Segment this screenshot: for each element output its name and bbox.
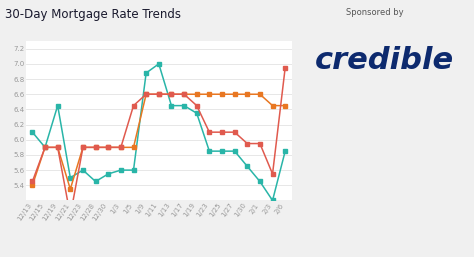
Text: 30-Day Mortgage Rate Trends: 30-Day Mortgage Rate Trends [5, 8, 181, 21]
Text: credible: credible [315, 46, 455, 75]
Text: Sponsored by: Sponsored by [346, 8, 404, 17]
